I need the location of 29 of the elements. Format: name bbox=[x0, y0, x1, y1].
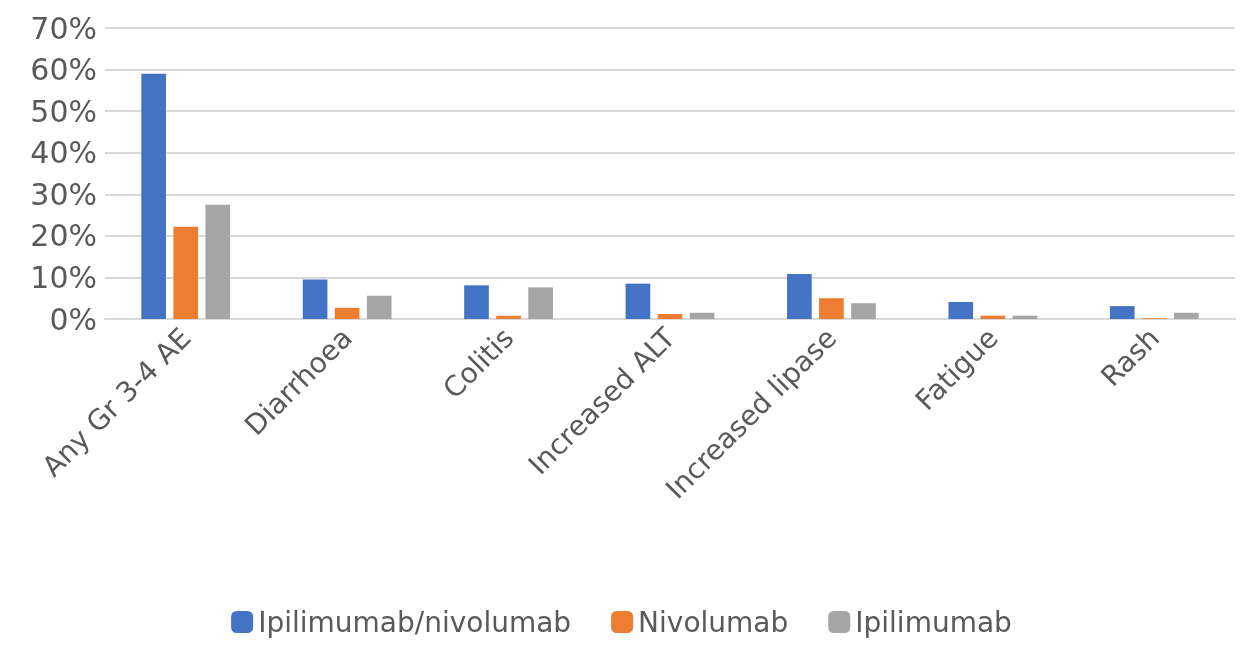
legend-label: Ipilimumab/nivolumab bbox=[258, 605, 572, 639]
bar bbox=[819, 298, 844, 319]
y-tick-label: 40% bbox=[30, 135, 97, 171]
bar bbox=[1174, 312, 1199, 319]
bar bbox=[657, 314, 683, 319]
bar bbox=[851, 303, 876, 319]
bar bbox=[205, 204, 231, 319]
bar bbox=[334, 307, 360, 319]
y-tick-label: 0% bbox=[49, 301, 97, 337]
y-tick-label: 70% bbox=[30, 10, 97, 46]
bar bbox=[302, 279, 328, 319]
legend-label: Ipilimumab bbox=[855, 605, 1012, 639]
y-tick-label: 50% bbox=[30, 93, 97, 129]
y-tick-label: 60% bbox=[30, 52, 97, 88]
bar bbox=[787, 274, 812, 319]
bar bbox=[366, 295, 392, 319]
y-tick-label: 10% bbox=[30, 259, 97, 295]
bar bbox=[689, 312, 715, 319]
bar bbox=[1109, 306, 1135, 319]
bar bbox=[173, 226, 199, 319]
bar bbox=[141, 73, 166, 319]
bar bbox=[625, 283, 651, 319]
legend-label: Nivolumab bbox=[638, 605, 789, 639]
bar bbox=[528, 287, 553, 319]
y-tick-label: 30% bbox=[30, 176, 97, 212]
bar bbox=[496, 315, 521, 319]
bar bbox=[464, 285, 489, 319]
bar bbox=[948, 301, 974, 319]
y-tick-label: 20% bbox=[30, 218, 97, 254]
